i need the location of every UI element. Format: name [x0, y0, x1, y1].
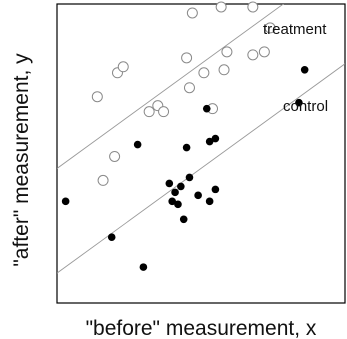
series-label-treatment: treatment	[263, 21, 327, 38]
point-treatment	[218, 64, 230, 76]
fit-lines	[57, 4, 345, 274]
point-control	[165, 179, 174, 188]
point-treatment	[91, 91, 103, 103]
point-control	[300, 65, 309, 74]
point-treatment	[247, 49, 259, 61]
point-treatment	[221, 46, 233, 58]
point-control	[211, 134, 220, 143]
point-treatment	[247, 1, 259, 13]
plot-frame	[56, 3, 346, 304]
point-control	[179, 215, 188, 224]
point-treatment	[158, 106, 170, 118]
point-control	[133, 140, 142, 149]
point-control	[171, 188, 179, 197]
point-control	[107, 233, 116, 242]
fit-line-control	[57, 63, 345, 274]
fit-line-treatment	[57, 4, 285, 169]
point-treatment	[97, 174, 109, 186]
point-treatment	[109, 150, 121, 162]
x-axis-label: "before" measurement, x	[86, 317, 317, 339]
data-points	[61, 1, 309, 271]
point-control	[139, 263, 148, 271]
point-control	[174, 200, 182, 209]
point-treatment	[186, 7, 198, 19]
point-control	[194, 191, 202, 200]
point-control	[202, 104, 211, 113]
point-treatment	[258, 46, 270, 58]
point-treatment	[215, 1, 227, 13]
point-control	[205, 197, 214, 206]
point-control	[182, 143, 191, 152]
series-label-control: control	[283, 98, 328, 115]
point-treatment	[183, 82, 195, 94]
point-control	[295, 98, 303, 107]
point-control	[168, 197, 176, 206]
point-treatment	[143, 106, 155, 118]
point-treatment	[117, 61, 129, 73]
point-control	[211, 185, 220, 194]
point-control	[61, 197, 70, 206]
point-control	[177, 182, 185, 191]
point-control	[205, 137, 214, 146]
point-treatment	[198, 67, 210, 79]
point-control	[185, 173, 194, 182]
y-axis-label: "after" measurement, y	[10, 53, 33, 267]
point-treatment	[181, 52, 193, 64]
point-treatment	[264, 22, 276, 34]
